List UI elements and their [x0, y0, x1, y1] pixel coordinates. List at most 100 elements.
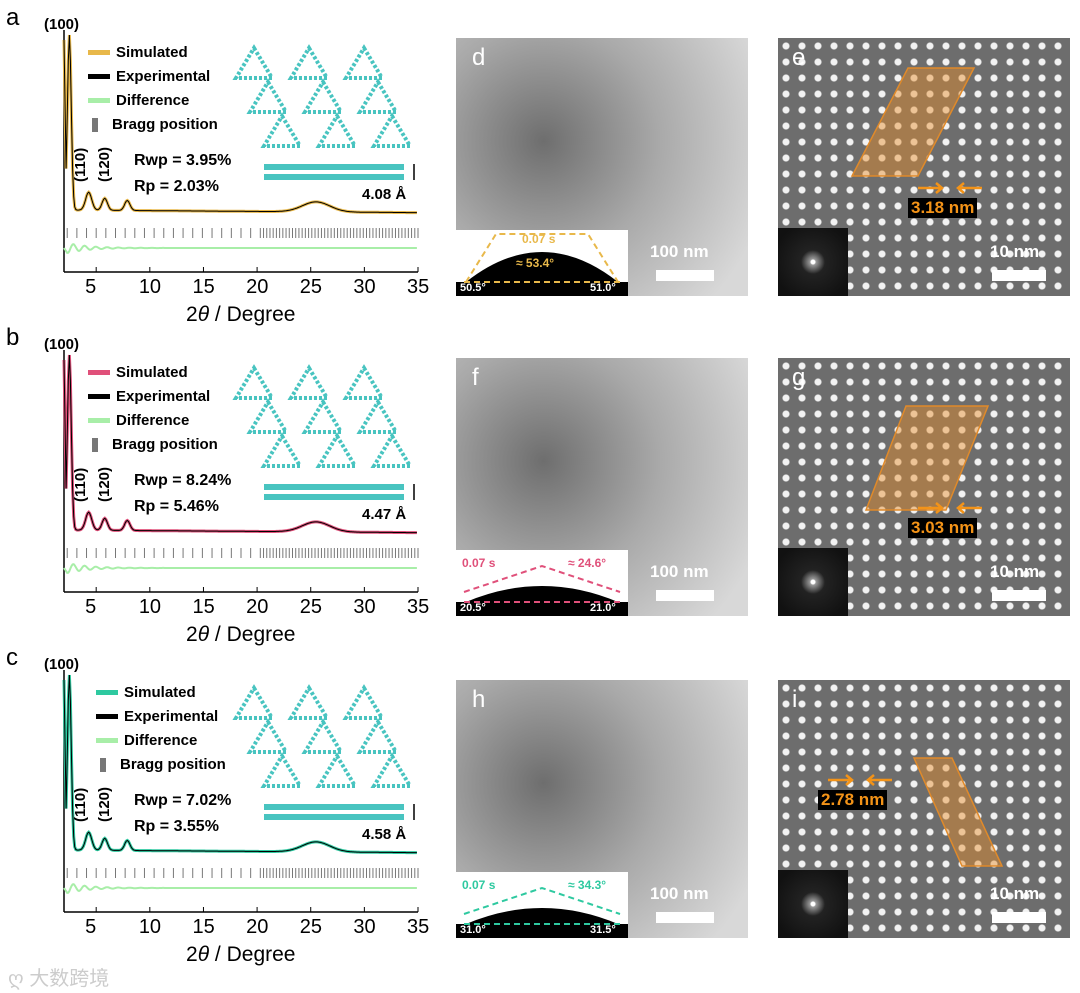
legend-swatch: [88, 418, 110, 423]
right-angle: 51.0°: [590, 282, 616, 294]
peak-label-110: (110): [72, 787, 89, 822]
x-tick-label: 35: [407, 596, 430, 618]
xrd-panel-a: a 5 10 15 20 25 30 35 2θ / Degree (100) (110) (120)…: [0, 4, 440, 330]
fft-inset: [778, 228, 848, 296]
legend-entry: Simulated: [88, 44, 188, 61]
tem-image-f: f 0.07 s ≈ 24.6° 20.5° 21.0° 100 nm: [456, 358, 748, 616]
scale-bar-label: 10 nm: [990, 242, 1040, 261]
contact-angle-inset: 0.07 s ≈ 53.4° 50.5° 51.0°: [456, 230, 628, 296]
hrtem-image-i: i 2.78 nm 10 nm: [778, 680, 1070, 938]
legend-swatch: [88, 74, 110, 79]
peak-label-100: (100): [44, 656, 80, 673]
legend-swatch: [88, 370, 110, 375]
x-tick-label: 30: [353, 596, 376, 618]
interlayer-spacing: 4.58 Å: [362, 826, 407, 843]
panel-letter: f: [472, 364, 479, 391]
contact-angle-value: ≈ 24.6°: [568, 556, 607, 570]
contact-time: 0.07 s: [462, 556, 496, 570]
panel-letter: g: [792, 364, 806, 391]
scale-bar: [992, 270, 1046, 281]
layer-stack-image: [264, 164, 415, 180]
panel-letter: a: [6, 4, 20, 31]
lattice-spacing-label: 3.18 nm: [908, 198, 978, 218]
rwp-value: Rwp = 8.24%: [134, 472, 232, 489]
contact-angle-value: ≈ 34.3°: [568, 878, 607, 892]
unit-cell-overlay: [864, 405, 990, 514]
scale-bar: [656, 270, 714, 281]
contact-time: 0.07 s: [462, 878, 496, 892]
contact-angle-value: ≈ 53.4°: [516, 256, 555, 270]
x-tick-label: 10: [138, 916, 162, 938]
xrd-plot: [62, 350, 419, 593]
x-tick-label: 30: [353, 276, 376, 298]
contact-angle-inset: 0.07 s ≈ 34.3° 31.0° 31.5°: [456, 872, 628, 938]
interlayer-spacing: 4.08 Å: [362, 186, 407, 203]
peak-label-100: (100): [44, 16, 80, 33]
contact-time: 0.07 s: [522, 232, 556, 246]
legend-swatch: [100, 757, 106, 772]
legend-entry: Experimental: [88, 388, 210, 405]
legend-swatch: [92, 117, 98, 132]
x-tick-label: 20: [246, 596, 269, 618]
scale-bar-label: 10 nm: [990, 562, 1040, 581]
experimental-curve: [63, 674, 417, 854]
layer-stack-image: [264, 804, 415, 820]
scale-bar: [992, 912, 1046, 923]
legend-swatch: [88, 98, 110, 103]
framework-structure-image: [232, 684, 414, 788]
scale-bar-label: 100 nm: [650, 242, 709, 261]
x-tick-label: 15: [192, 916, 215, 938]
x-tick-label: 25: [299, 276, 322, 298]
scale-bar: [656, 590, 714, 601]
lattice-spacing-label: 3.03 nm: [908, 518, 978, 538]
x-tick-label: 30: [353, 916, 376, 938]
xrd-panel-b: b 5 10 15 20 25 30 35 2θ / Degree (100) (110) (120)…: [0, 324, 440, 650]
rp-value: Rp = 3.55%: [134, 818, 219, 835]
legend-entry: Experimental: [88, 68, 210, 85]
legend-swatch: [92, 437, 98, 452]
legend-entry: Difference: [88, 92, 189, 109]
x-tick-label: 25: [299, 916, 322, 938]
fft-inset: [778, 870, 848, 938]
x-tick-label: 35: [407, 276, 430, 298]
contact-angle-inset: 0.07 s ≈ 24.6° 20.5° 21.0°: [456, 550, 628, 616]
rp-value: Rp = 2.03%: [134, 178, 219, 195]
panel-letter: b: [6, 324, 20, 351]
rwp-value: Rwp = 3.95%: [134, 152, 232, 169]
scale-bar-label: 10 nm: [990, 884, 1040, 903]
rwp-value: Rwp = 7.02%: [134, 792, 232, 809]
x-tick-label: 35: [407, 916, 430, 938]
hrtem-image-e: e 3.18 nm 10 nm: [778, 38, 1070, 296]
x-tick-label: 25: [299, 596, 322, 618]
watermark: ღ 大数跨境: [8, 968, 110, 990]
legend-swatch: [96, 690, 118, 695]
panel-letter: d: [472, 44, 486, 71]
peak-label-100: (100): [44, 336, 80, 353]
xrd-panel-c: c 5 10 15 20 25 30 35 2θ / Degree (100) (110) (120)…: [0, 644, 440, 970]
legend-entry: Bragg position: [96, 756, 226, 773]
lattice-spacing-label: 2.78 nm: [818, 790, 888, 810]
legend-entry: Difference: [96, 732, 197, 749]
peak-label-120: (120): [96, 146, 113, 182]
legend-swatch: [96, 714, 118, 719]
unit-cell-overlay: [828, 757, 1004, 867]
peak-label-120: (120): [96, 466, 113, 502]
droplet: [466, 252, 618, 282]
scale-bar: [992, 590, 1046, 601]
hrtem-image-g: g 3.03 nm 10 nm: [778, 358, 1070, 616]
difference-curve: [63, 563, 417, 575]
peak-label-120: (120): [96, 786, 113, 822]
panel-letter: i: [792, 686, 798, 713]
bragg-positions: [66, 868, 419, 878]
x-tick-label: 5: [85, 596, 97, 618]
peak-label-110: (110): [72, 467, 89, 502]
unit-cell-overlay: [850, 67, 982, 194]
watermark-logo-icon: ღ: [8, 968, 24, 990]
bragg-positions: [66, 548, 419, 558]
legend-entry: Difference: [88, 412, 189, 429]
rp-value: Rp = 5.46%: [134, 498, 219, 515]
difference-curve: [63, 883, 417, 895]
xrd-plot: [62, 670, 419, 913]
experimental-curve: [63, 354, 417, 534]
layer-stack-image: [264, 484, 415, 500]
